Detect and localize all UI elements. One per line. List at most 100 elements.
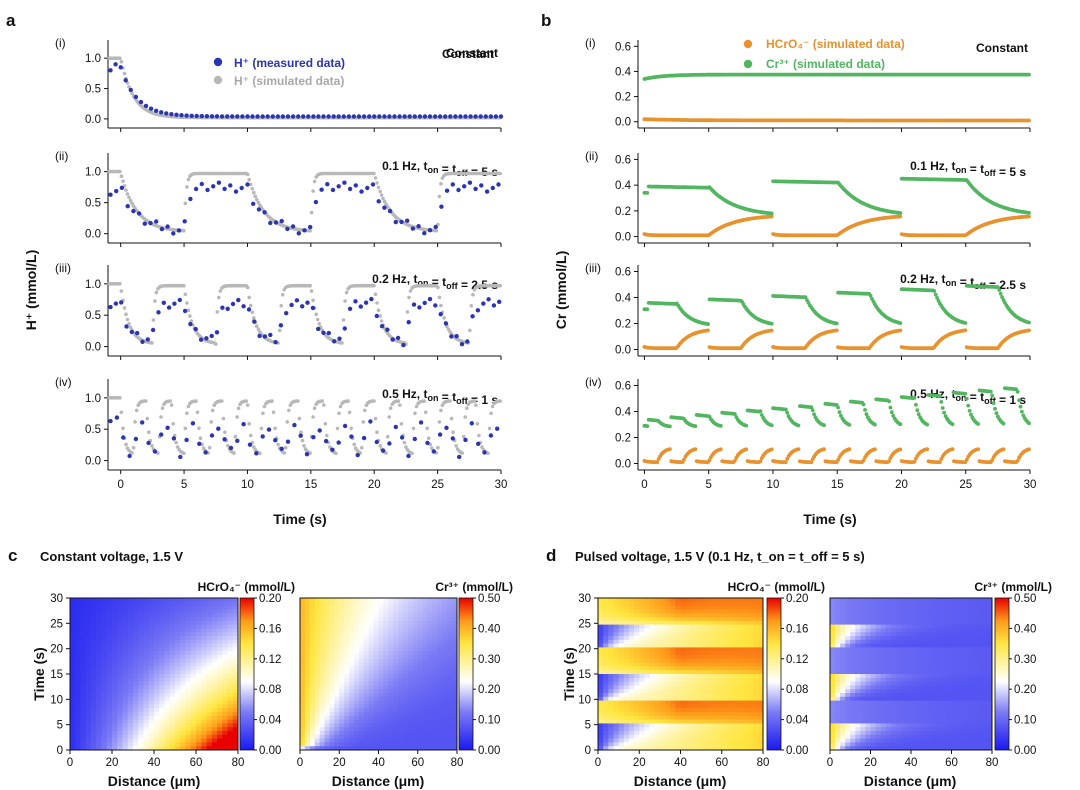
heatmap-cell (206, 731, 213, 736)
heatmap-cell (122, 601, 129, 607)
heatmap-cell (196, 715, 202, 721)
heatmap-cell (127, 685, 134, 690)
heatmap-cell (164, 655, 171, 660)
heatmap-cell (222, 658, 229, 664)
heatmap-cell (70, 601, 76, 607)
heatmap-cell (180, 655, 187, 660)
heatmap-cell (133, 738, 139, 743)
heatmap-cell (148, 647, 155, 652)
heatmap-cell (101, 727, 108, 732)
heatmap-cell (138, 734, 145, 740)
simulated-point (198, 436, 203, 441)
heatmap-cell (227, 715, 234, 721)
cr3-point (847, 423, 852, 427)
heatmap-cell (91, 681, 97, 686)
measured-point (159, 110, 164, 115)
heatmap-cell (175, 628, 181, 633)
simulated-point (221, 416, 226, 421)
heatmap-cell (85, 643, 92, 648)
panel-b-ytick-label: 0.2 (615, 319, 631, 331)
heatmap-cell (196, 723, 202, 728)
measured-point (488, 433, 494, 438)
heatmap-cell (169, 700, 176, 705)
heatmap-cell (138, 742, 145, 747)
heatmap-cell (143, 700, 150, 705)
cr3-point (837, 410, 842, 415)
heatmap-cell (190, 598, 197, 603)
panel-a-axis-ytick-label: 1.0 (85, 393, 101, 405)
heatmap-cell (133, 609, 139, 614)
heatmap-cell (122, 696, 129, 702)
heatmap-cell (75, 723, 82, 728)
cr3-point (914, 402, 918, 407)
heatmap-cell (164, 723, 171, 728)
heatmap-cell (222, 708, 229, 713)
heatmap-cell (169, 647, 176, 652)
measured-point (190, 421, 196, 426)
heatmap-cell (154, 715, 160, 721)
heatmap-cell (180, 731, 187, 736)
heatmap-cell (96, 727, 103, 732)
heatmap-cell (159, 723, 166, 728)
heatmap-cell (196, 738, 202, 743)
simulated-point (382, 199, 387, 204)
measured-point (296, 231, 301, 236)
heatmap-cell (96, 639, 103, 645)
heatmap-cell (133, 639, 139, 645)
heatmap-cell (101, 708, 108, 713)
heatmap-cell (148, 719, 155, 724)
simulated-point (175, 445, 180, 449)
heatmap-cell (106, 731, 113, 736)
measured-point (402, 114, 407, 119)
simulated-point (186, 404, 191, 409)
simulated-point (169, 403, 174, 407)
heatmap-cell (143, 617, 150, 622)
simulated-point (343, 299, 347, 303)
heatmap-cell (122, 693, 129, 698)
heatmap-cell (138, 636, 145, 641)
heatmap-cell (148, 598, 155, 603)
measured-point (459, 342, 465, 347)
panel-a-axis-xtick-label: 15 (304, 479, 317, 491)
measured-point (289, 302, 294, 308)
cr3-point (868, 293, 873, 298)
heatmap-cell (80, 598, 87, 603)
heatmap-cell (138, 655, 145, 660)
panel-b-xtick-label: 20 (895, 479, 908, 491)
heatmap-cell (159, 719, 166, 724)
measured-point (205, 187, 210, 193)
measured-point (342, 423, 348, 429)
heatmap-cell (217, 742, 223, 747)
heatmap-cell (122, 666, 129, 671)
heatmap-cell (138, 651, 145, 656)
measured-point (114, 188, 119, 194)
heatmap-cell (217, 651, 223, 656)
heatmap-cell (185, 670, 192, 675)
heatmap-cell (169, 742, 176, 747)
heatmap-cell (201, 746, 208, 750)
heatmap-cell (70, 613, 76, 618)
measured-point (292, 422, 297, 428)
measured-point (457, 454, 462, 460)
heatmap-cell (201, 666, 208, 671)
simulated-point (341, 318, 346, 322)
heatmap-cell (122, 636, 129, 641)
heatmap-cell (300, 620, 306, 626)
heatmap-cell (117, 639, 124, 645)
heatmap-cell (138, 609, 145, 614)
heatmap-cell (112, 712, 118, 717)
heatmap-cell (159, 609, 166, 614)
heatmap-cell (217, 712, 223, 717)
heatmap-cell (206, 636, 213, 641)
measured-point (273, 340, 278, 345)
heatmap-cell (196, 662, 202, 667)
heatmap-cell (106, 696, 113, 702)
cr3-point (963, 321, 968, 325)
heatmap-cell (70, 742, 76, 747)
heatmap-cell (222, 609, 229, 614)
heatmap-cell (70, 643, 76, 648)
simulated-point (128, 325, 133, 330)
measured-point (296, 114, 301, 119)
heatmap-cell (101, 677, 108, 683)
heatmap-cell (190, 605, 197, 610)
